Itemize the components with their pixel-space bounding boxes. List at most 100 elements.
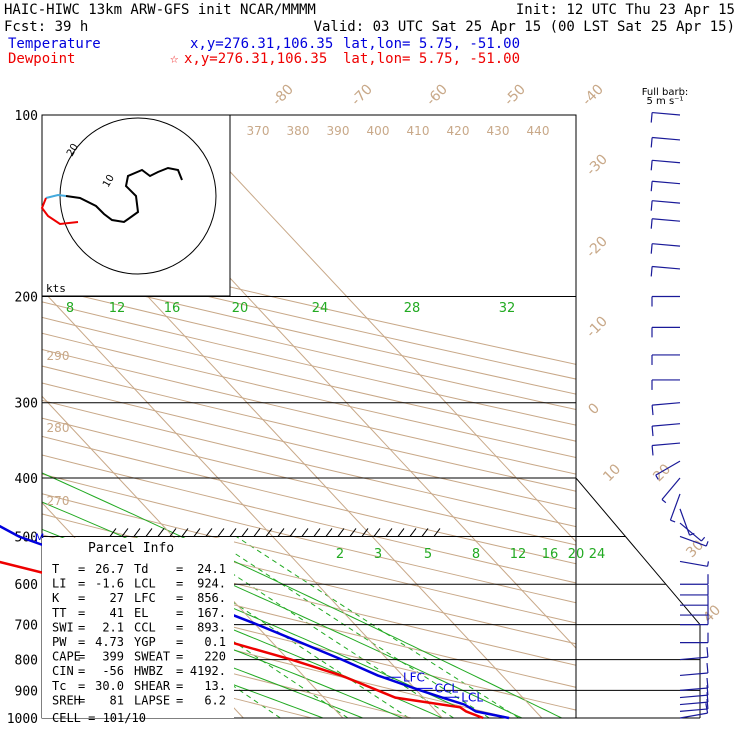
wind-barb-staff (679, 656, 708, 661)
freezing-tick (193, 528, 201, 537)
freezing-tick (313, 528, 321, 537)
parcel-value: 399 (102, 650, 124, 664)
freezing-tick (409, 528, 417, 537)
freezing-tick (133, 528, 141, 537)
theta-label: 370 (247, 124, 270, 138)
wind-barb-flag (706, 561, 710, 567)
theta-label: 380 (287, 124, 310, 138)
freezing-tick (361, 528, 369, 537)
isotherm-label: -10 (583, 313, 610, 340)
parcel-key: Td (134, 562, 148, 576)
wind-barbs (650, 111, 710, 719)
wind-barb (679, 522, 706, 542)
dry-adiabat-line (42, 454, 576, 584)
annotation-lfc: LFC (403, 670, 425, 684)
wind-barb-staff (669, 493, 681, 521)
parcel-key: SWI (52, 620, 74, 634)
wind-barb-flag (650, 200, 653, 211)
mixing-ratio-line (176, 536, 454, 718)
parcel-key: CIN (52, 664, 74, 678)
parcel-value: 4192. (190, 664, 226, 678)
wind-barb-staff (652, 243, 681, 247)
parcel-eq: = (176, 635, 183, 649)
legend-temperature-latlon: lat,lon= 5.75, -51.00 (343, 36, 520, 52)
parcel-key: SWEAT (134, 650, 170, 664)
wind-barb (651, 442, 681, 456)
parcel-eq: = (78, 635, 85, 649)
parcel-key: K (52, 591, 60, 605)
freezing-tick (397, 528, 405, 537)
isotherm-label: -60 (423, 81, 450, 108)
dry-adiabat-line (42, 242, 576, 365)
parcel-title: Parcel Info (88, 541, 174, 556)
wind-barb-flag (670, 519, 676, 523)
freezing-tick (349, 528, 357, 537)
isotherm-label: 10 (600, 461, 624, 485)
parcel-eq: = (176, 591, 183, 605)
parcel-value: 220 (204, 650, 226, 664)
parcel-value: 924. (197, 577, 226, 591)
pressure-tick-label: 800 (15, 654, 38, 669)
isotherm-label: -30 (583, 151, 610, 178)
wind-barb (650, 111, 681, 123)
parcel-value: 893. (197, 620, 226, 634)
parcel-eq: = (78, 620, 85, 634)
barb-legend-line2: 5 m s⁻¹ (647, 96, 684, 107)
wind-barb-staff (652, 442, 681, 447)
freezing-tick (253, 528, 261, 537)
lower-panel-edge (575, 477, 701, 625)
isotherm-label: -50 (501, 81, 528, 108)
dry-adiabat-line (42, 286, 576, 410)
hodograph-trace (65, 166, 183, 224)
moist-adiabat-label: 16 (164, 301, 181, 316)
wind-barb-flag (655, 474, 659, 480)
theta-label: 420 (447, 124, 470, 138)
moist-adiabat-label: 8 (66, 301, 74, 316)
wind-barb (680, 574, 709, 585)
parcel-value: 856. (197, 591, 226, 605)
wind-barb-flag (650, 243, 653, 254)
freezing-tick (241, 528, 249, 537)
hodograph-unit: kts (46, 282, 66, 295)
freezing-tick (157, 528, 165, 537)
wind-barb (650, 265, 681, 277)
parcel-background (42, 538, 234, 718)
wind-barb-flag (706, 662, 709, 674)
wind-barb (650, 200, 681, 211)
freezing-tick (433, 528, 441, 537)
parcel-key: SHEAR (134, 679, 171, 693)
wind-barb-staff (652, 265, 681, 270)
isotherm-label: -20 (583, 233, 610, 260)
parcel-value: 41 (110, 606, 124, 620)
isotherm-label: -70 (348, 81, 375, 108)
wind-barb (680, 605, 709, 616)
parcel-value: 81 (110, 693, 124, 707)
dry-adiabat-line (42, 493, 576, 624)
dry-adiabat-line (42, 271, 576, 395)
pressure-tick-label: 1000 (7, 712, 38, 727)
isotherm-label: -80 (269, 81, 296, 108)
legend-dewpoint-latlon: lat,lon= 5.75, -51.00 (343, 51, 520, 67)
legend-temperature-xy: x,y=276.31,106.35 (190, 36, 333, 52)
moist-adiabat-label: 32 (499, 301, 516, 316)
pressure-tick-label: 100 (15, 109, 38, 124)
freezing-tick (301, 528, 309, 537)
dry-adiabat-line (0, 115, 13, 718)
freezing-tick (373, 528, 381, 537)
parcel-eq: = (78, 591, 85, 605)
wind-barb (655, 460, 681, 480)
wind-barb-flag (661, 499, 667, 504)
mixing-ratio-line (42, 536, 281, 718)
parcel-eq: = (176, 650, 183, 664)
freezing-tick (385, 528, 393, 537)
wind-barb (679, 662, 709, 677)
freezing-tick (229, 528, 237, 537)
temperature-profile (0, 524, 510, 720)
dry-adiabat-line (42, 600, 511, 718)
parcel-key: EL (134, 606, 148, 620)
dewpoint-profile (0, 560, 484, 720)
wind-barb (679, 703, 709, 719)
profile-annotations: ELLFCCCLLCLM (35, 531, 483, 704)
parcel-key: SREH (52, 693, 81, 707)
wind-barb-staff (661, 477, 681, 500)
